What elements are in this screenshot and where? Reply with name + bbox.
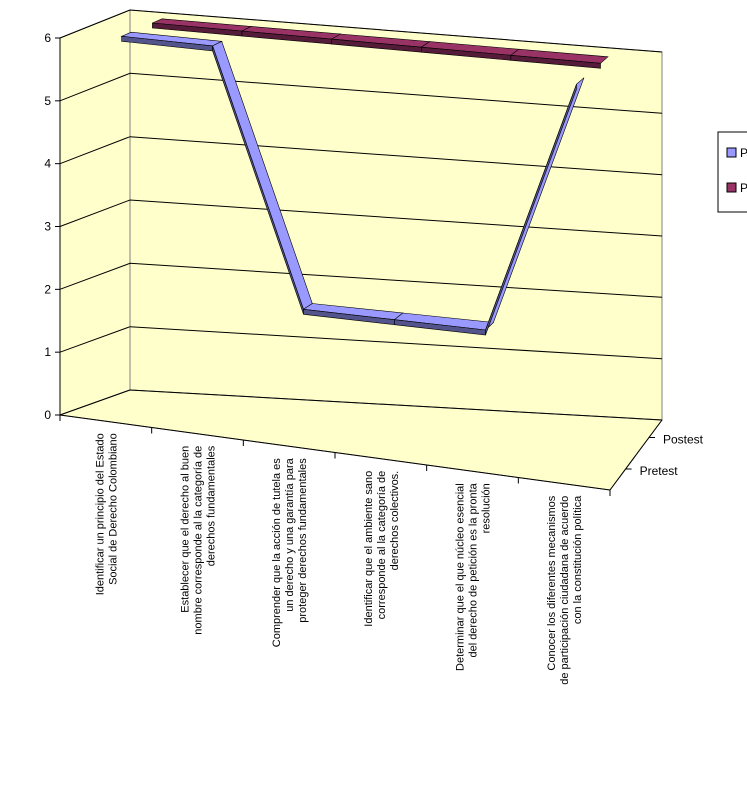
grid-line [59, 262, 663, 298]
legend-swatch [726, 182, 737, 193]
legend-swatch [726, 147, 737, 158]
y-tick-label: 1 [44, 345, 51, 359]
depth-label: Pretest [640, 464, 679, 478]
grid-line [59, 136, 663, 176]
x-tick-label: Conocer los diferentes mecanismosde part… [546, 495, 584, 685]
x-tick-label: Comprender que la acción de tutela esun … [271, 457, 309, 647]
y-tick-label: 2 [44, 282, 51, 296]
legend-label: Pretest [740, 146, 747, 160]
y-tick-label: 0 [44, 408, 51, 422]
series-ribbon-side [510, 54, 601, 69]
x-tick-label: Identificar que el ambiente sanocorrespo… [363, 471, 401, 627]
legend-box [717, 131, 747, 213]
y-tick-label: 4 [44, 157, 51, 171]
grid-line [59, 326, 663, 360]
grid-line [59, 389, 663, 421]
x-tick-label: Establecer que el derecho al buennombre … [180, 445, 218, 634]
left-wall [59, 9, 131, 416]
legend-label: Postest [740, 181, 747, 195]
grid-line [59, 199, 663, 237]
back-wall [129, 9, 663, 421]
x-tick-label: Identificar un principio del EstadoSocia… [94, 433, 119, 595]
depth-axis [609, 419, 663, 491]
x-tick-label: Determinar que el que núcleo esencialdel… [455, 482, 493, 671]
series-ribbon-side [485, 84, 577, 336]
grid-line [59, 9, 663, 53]
grid-line [59, 72, 663, 114]
y-tick-label: 3 [44, 220, 51, 234]
y-tick-label: 5 [44, 94, 51, 108]
depth-label: Postest [663, 433, 704, 447]
y-tick-label: 6 [44, 31, 51, 45]
